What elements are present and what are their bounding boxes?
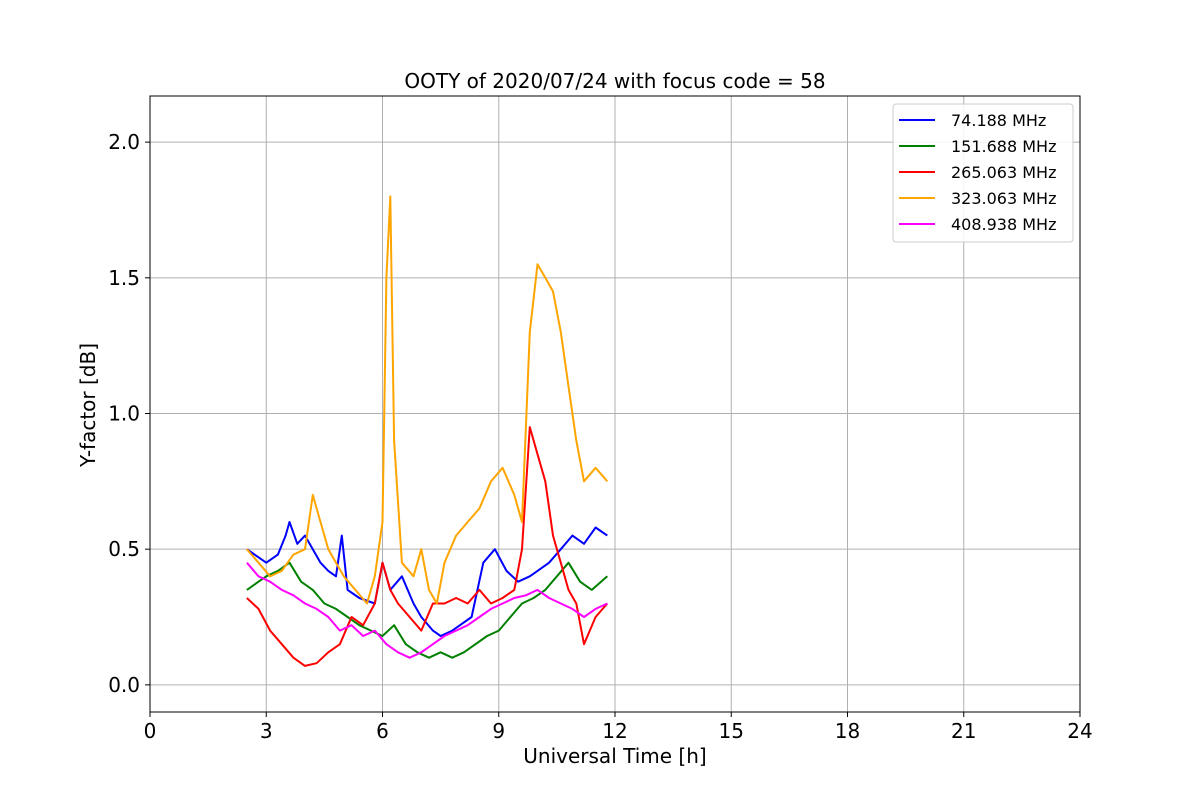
series-line [246,521,608,637]
x-tick-label: 9 [492,719,505,743]
y-tick-label: 1.5 [108,266,140,290]
x-tick-label: 18 [835,719,860,743]
plot-series [246,195,609,667]
x-tick-label: 3 [260,719,273,743]
x-tick-label: 24 [1067,719,1092,743]
series-line [246,195,609,605]
y-tick-label: 1.0 [108,401,140,425]
chart-title: OOTY of 2020/07/24 with focus code = 58 [404,69,825,93]
series-line [246,562,608,659]
legend-entry: 265.063 MHz [951,163,1056,182]
x-tick-label: 21 [951,719,976,743]
x-tick-label: 6 [376,719,389,743]
x-tick-label: 0 [144,719,157,743]
legend-entry: 323.063 MHz [951,189,1056,208]
x-tick-label: 15 [719,719,744,743]
y-tick-label: 2.0 [108,130,140,154]
legend: 74.188 MHz 151.688 MHz 265.063 MHz 323.063 … [892,103,1074,243]
x-tick-label: 12 [602,719,627,743]
series-line [246,426,609,667]
series-line [246,561,608,659]
y-axis-ticks: 0.0 0.5 1.0 1.5 2.0 [108,130,150,697]
y-tick-label: 0.0 [108,673,140,697]
legend-entry: 74.188 MHz [951,111,1046,130]
y-tick-label: 0.5 [108,537,140,561]
x-axis-label: Universal Time [h] [523,744,706,768]
legend-box [892,103,1074,243]
legend-entry: 151.688 MHz [951,137,1056,156]
legend-entry: 408.938 MHz [951,215,1056,234]
y-axis-label: Y-factor [dB] [76,343,100,468]
x-axis-ticks: 0 3 6 9 12 15 18 21 24 [144,712,1093,743]
